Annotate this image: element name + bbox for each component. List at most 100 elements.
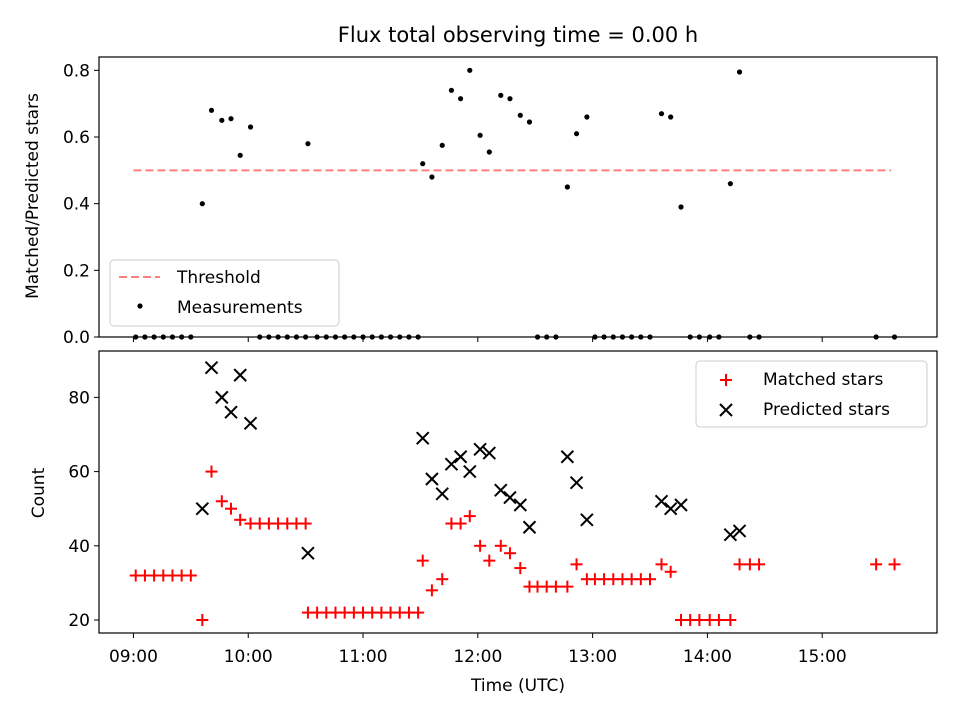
- bottom-y-tick-label: 20: [68, 611, 90, 631]
- matched-star-point: [644, 573, 657, 586]
- predicted-star-point: [674, 498, 688, 512]
- legend-matched-label: Matched stars: [763, 370, 883, 390]
- measurement-point: [219, 117, 225, 123]
- legend-threshold-label: Threshold: [176, 268, 261, 288]
- measurement-point: [237, 152, 243, 158]
- x-tick-label: 14:00: [683, 647, 732, 667]
- matched-star-point: [503, 547, 516, 560]
- matched-star-point: [454, 517, 467, 530]
- matched-star-point: [299, 517, 312, 530]
- top-y-tick-label: 0.4: [63, 195, 90, 215]
- matched-star-point: [549, 580, 562, 593]
- predicted-star-point: [560, 450, 575, 464]
- measurement-point: [507, 96, 513, 102]
- x-tick-label: 10:00: [224, 647, 273, 667]
- predicted-star-point: [204, 360, 219, 375]
- measurement-point: [498, 92, 504, 98]
- matched-star-point: [664, 565, 677, 578]
- count-points: [129, 360, 901, 627]
- matched-star-point: [205, 465, 218, 478]
- predicted-star-point: [463, 464, 477, 479]
- predicted-star-point: [243, 416, 258, 431]
- predicted-star-point: [215, 390, 229, 405]
- measurement-point: [678, 204, 684, 210]
- x-tick-label: 15:00: [798, 647, 847, 667]
- bottom-y-tick-label: 80: [68, 388, 90, 408]
- matched-star-point: [570, 558, 583, 571]
- measurement-point: [573, 131, 580, 137]
- predicted-star-point: [654, 494, 669, 508]
- predicted-star-point: [513, 498, 528, 512]
- measurement-point: [658, 111, 665, 117]
- predicted-star-point: [494, 483, 508, 497]
- matched-star-point: [196, 614, 209, 627]
- matched-star-point: [225, 502, 238, 515]
- predicted-star-point: [416, 431, 430, 445]
- predicted-star-point: [195, 501, 210, 516]
- predicted-star-point: [522, 520, 537, 534]
- matched-star-point: [514, 562, 527, 575]
- top-y-tick-label: 0.6: [63, 128, 90, 148]
- top-legend-box: [109, 259, 340, 327]
- matched-star-point: [561, 580, 574, 593]
- measurement-point: [228, 116, 234, 122]
- matched-star-point: [724, 614, 737, 627]
- matched-star-point: [425, 584, 438, 597]
- predicted-star-point: [301, 546, 315, 560]
- x-tick-label: 09:00: [109, 647, 158, 667]
- matched-star-point: [483, 554, 496, 567]
- top-ticks: 0.0 0.2 0.4 0.6 0.8: [63, 61, 823, 348]
- predicted-star-point: [473, 442, 487, 457]
- bottom-axes-frame: [98, 350, 938, 634]
- measurement-point: [305, 141, 311, 147]
- measurement-point: [420, 161, 426, 167]
- measurement-point: [668, 114, 674, 120]
- predicted-star-point: [482, 446, 497, 460]
- matched-star-point: [412, 606, 425, 619]
- predicted-star-point: [224, 405, 238, 419]
- predicted-star-point: [723, 527, 738, 542]
- predicted-star-point: [444, 457, 459, 471]
- x-tick-label: 13:00: [568, 647, 617, 667]
- chart-title: Flux total observing time = 0.00 h: [338, 23, 698, 47]
- x-tick-label: 11:00: [339, 647, 388, 667]
- predicted-star-point: [580, 513, 594, 527]
- predicted-star-point: [503, 490, 517, 505]
- predicted-star-point: [663, 501, 678, 516]
- matched-star-point: [436, 573, 449, 586]
- matched-star-point: [184, 569, 197, 582]
- bottom-y-tick-label: 60: [68, 463, 90, 483]
- bottom-y-axis-label: Count: [29, 467, 49, 518]
- measurement-point: [208, 107, 215, 113]
- matched-star-point: [733, 558, 746, 571]
- measurement-point: [736, 69, 743, 75]
- matched-star-point: [215, 495, 228, 508]
- legend-measurements-swatch: [137, 303, 143, 309]
- predicted-star-point: [233, 368, 247, 382]
- legend-matched-swatch: [720, 374, 732, 386]
- predicted-star-point: [732, 524, 747, 538]
- top-y-tick-label: 0.2: [63, 261, 90, 281]
- matched-star-point: [463, 510, 476, 523]
- legend-predicted-label: Predicted stars: [763, 400, 890, 420]
- matched-star-point: [870, 558, 883, 571]
- top-y-tick-label: 0.8: [63, 61, 90, 81]
- predicted-star-point: [435, 487, 449, 501]
- matched-star-point: [888, 558, 901, 571]
- measurement-point: [429, 174, 435, 180]
- measurement-point: [564, 184, 570, 190]
- measurement-point: [526, 119, 533, 125]
- top-panel: Flux total observing time = 0.00 h Match…: [23, 23, 938, 348]
- top-y-axis-label: Matched/Predicted stars: [23, 93, 43, 299]
- matched-star-point: [494, 539, 507, 552]
- measurement-point: [448, 87, 455, 93]
- bottom-y-tick-label: 40: [68, 537, 90, 557]
- measurement-point: [467, 67, 473, 73]
- bottom-legend-box: [695, 360, 928, 428]
- x-tick-label: 12:00: [453, 647, 502, 667]
- bottom-panel: Count Time (UTC) 20 40 60 80 09:00 10:00 11:00…: [29, 350, 938, 696]
- legend-measurements-label: Measurements: [177, 298, 303, 318]
- measurement-point: [458, 96, 464, 102]
